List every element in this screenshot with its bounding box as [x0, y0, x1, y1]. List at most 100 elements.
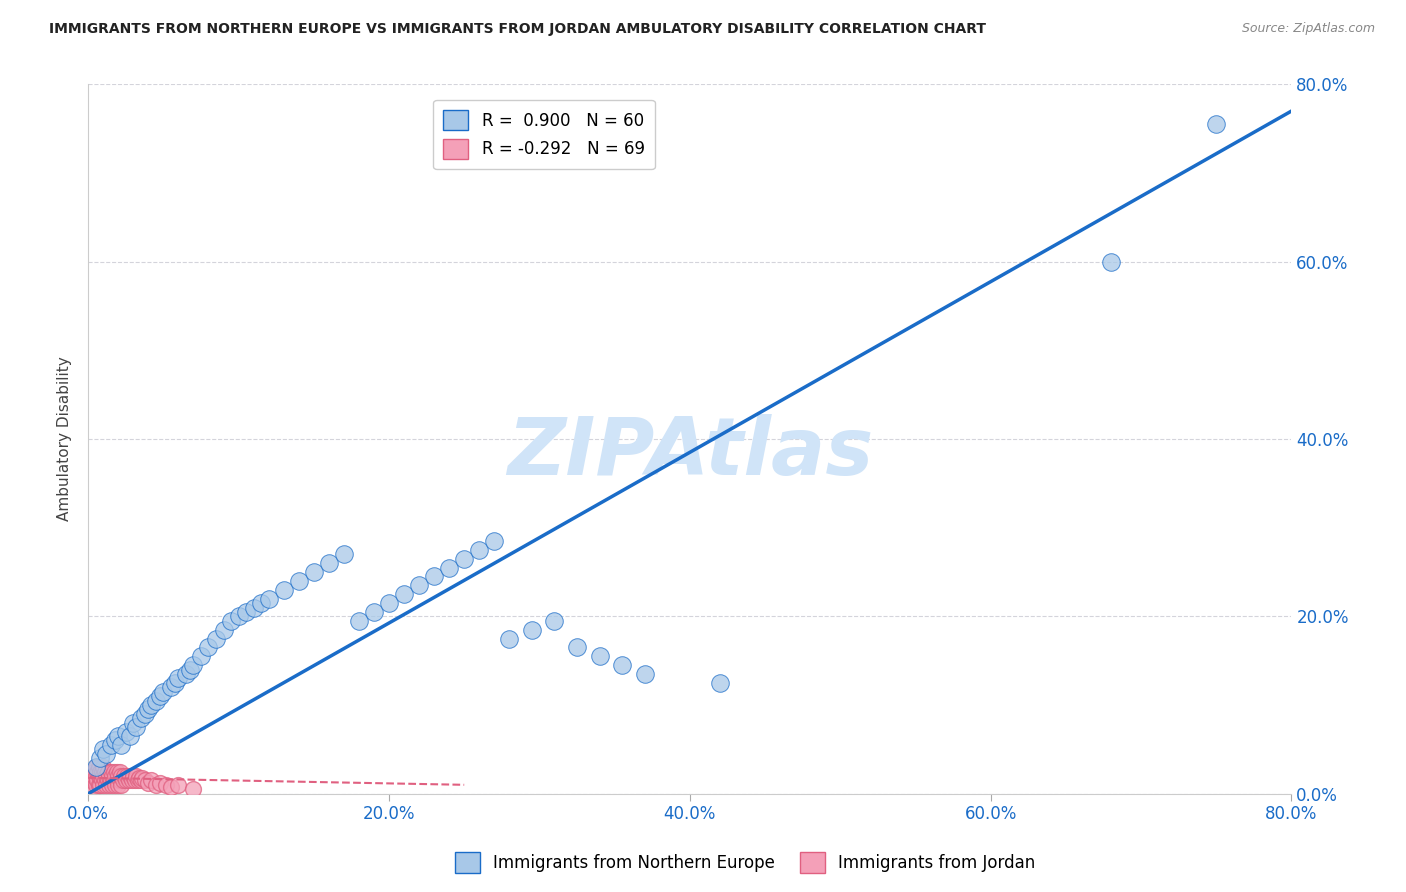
Point [333, 547, 356, 561]
Text: IMMIGRANTS FROM NORTHERN EUROPE VS IMMIGRANTS FROM JORDAN AMBULATORY DISABILITY : IMMIGRANTS FROM NORTHERN EUROPE VS IMMIG… [49, 22, 986, 37]
Point [96, 747, 118, 761]
Point [82, 769, 104, 783]
Point [468, 542, 491, 557]
Point [134, 706, 156, 721]
Point [98, 778, 121, 792]
Point [122, 769, 145, 783]
Point [104, 769, 127, 783]
Point [155, 778, 177, 792]
Point [302, 565, 325, 579]
Point [709, 676, 731, 690]
Point [257, 591, 280, 606]
Point [235, 605, 257, 619]
Point [84, 760, 107, 774]
Point [96, 769, 118, 783]
Point [437, 560, 460, 574]
Point [89, 769, 111, 783]
Point [125, 720, 148, 734]
Point [111, 773, 134, 788]
Point [107, 778, 129, 792]
Legend: R =  0.900   N = 60, R = -0.292   N = 69: R = 0.900 N = 60, R = -0.292 N = 69 [433, 100, 655, 169]
Point [108, 773, 131, 788]
Point [121, 773, 143, 788]
Point [100, 738, 122, 752]
Point [118, 773, 141, 788]
Point [110, 778, 132, 792]
Legend: Immigrants from Northern Europe, Immigrants from Jordan: Immigrants from Northern Europe, Immigra… [449, 846, 1042, 880]
Point [149, 776, 172, 790]
Point [129, 711, 152, 725]
Point [97, 773, 120, 788]
Point [318, 556, 340, 570]
Point [408, 578, 430, 592]
Point [205, 632, 228, 646]
Point [565, 640, 588, 655]
Point [89, 778, 111, 792]
Point [197, 640, 219, 655]
Point [84, 778, 107, 792]
Point [152, 684, 174, 698]
Point [120, 729, 142, 743]
Point [89, 751, 111, 765]
Point [108, 764, 131, 779]
Point [228, 609, 250, 624]
Text: Source: ZipAtlas.com: Source: ZipAtlas.com [1241, 22, 1375, 36]
Point [174, 667, 197, 681]
Point [96, 778, 118, 792]
Point [105, 773, 128, 788]
Point [122, 715, 145, 730]
Point [104, 733, 127, 747]
Point [97, 764, 120, 779]
Point [104, 778, 127, 792]
Point [91, 769, 114, 783]
Point [101, 778, 124, 792]
Point [127, 773, 149, 788]
Point [86, 764, 108, 779]
Point [131, 771, 153, 785]
Point [83, 773, 105, 788]
Point [105, 764, 128, 779]
Point [1205, 117, 1227, 131]
Point [423, 569, 446, 583]
Point [250, 596, 273, 610]
Point [392, 587, 415, 601]
Point [90, 773, 112, 788]
Point [287, 574, 309, 588]
Point [212, 623, 235, 637]
Point [86, 773, 108, 788]
Point [100, 773, 122, 788]
Point [520, 623, 543, 637]
Point [117, 769, 139, 783]
Point [110, 769, 132, 783]
Point [103, 764, 125, 779]
Point [136, 776, 159, 790]
Point [80, 773, 103, 788]
Point [114, 773, 136, 788]
Point [91, 742, 114, 756]
Point [79, 778, 101, 792]
Point [93, 773, 115, 788]
Point [101, 769, 124, 783]
Point [190, 649, 212, 664]
Point [129, 773, 152, 788]
Point [110, 738, 132, 752]
Point [167, 672, 190, 686]
Point [273, 582, 295, 597]
Point [484, 534, 506, 549]
Point [160, 780, 183, 794]
Point [160, 681, 183, 695]
Point [103, 773, 125, 788]
Point [453, 551, 475, 566]
Point [145, 778, 167, 792]
Point [82, 764, 104, 779]
Point [145, 693, 167, 707]
Point [93, 764, 115, 779]
Point [125, 769, 148, 783]
Point [84, 769, 107, 783]
Point [98, 769, 121, 783]
Point [91, 760, 114, 774]
Point [610, 658, 633, 673]
Y-axis label: Ambulatory Disability: Ambulatory Disability [58, 357, 72, 522]
Point [124, 773, 146, 788]
Point [149, 689, 172, 703]
